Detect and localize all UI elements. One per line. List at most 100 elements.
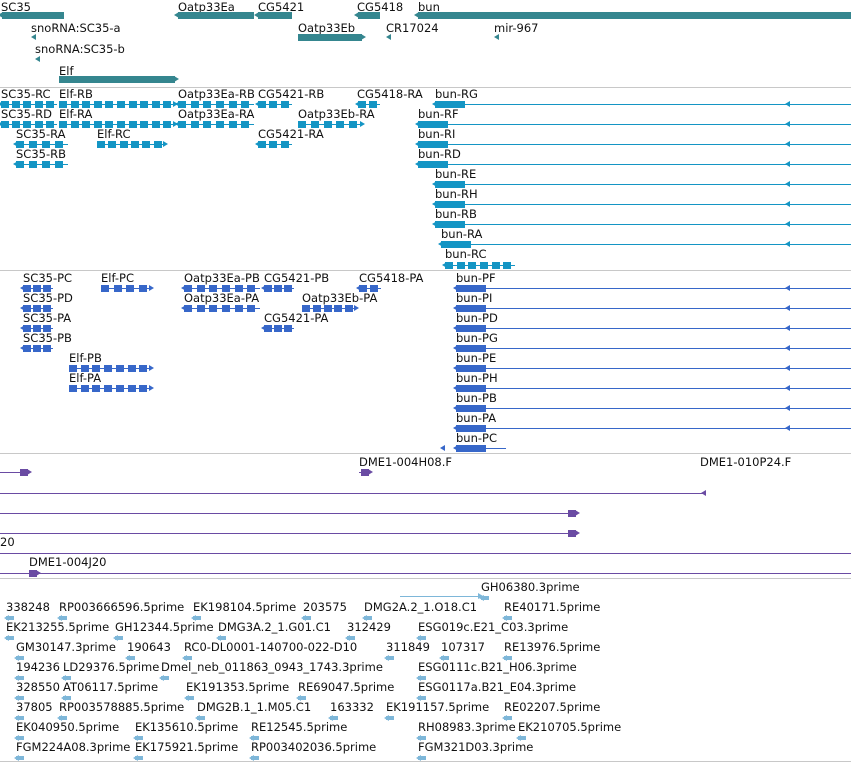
est-label[interactable]: 338248 xyxy=(6,600,50,614)
est-label[interactable]: RP003578885.5prime xyxy=(59,700,185,714)
proteins-label[interactable]: CG5418-PA xyxy=(359,271,424,285)
transcripts-label[interactable]: Oatp33Ea-RB xyxy=(178,87,255,101)
est-feature[interactable] xyxy=(59,716,67,720)
est-label[interactable]: 107317 xyxy=(441,640,485,654)
est-feature[interactable] xyxy=(418,636,426,640)
est-feature[interactable] xyxy=(481,596,489,600)
est-label[interactable]: ESG0117a.B21_E04.3prime xyxy=(418,680,577,694)
est-feature[interactable] xyxy=(504,656,512,660)
est-feature-line[interactable] xyxy=(400,596,480,597)
est-label[interactable]: RE40171.5prime xyxy=(504,600,601,614)
est-feature[interactable] xyxy=(418,736,426,740)
est-label[interactable]: RP003402036.5prime xyxy=(251,740,377,754)
est-feature[interactable] xyxy=(330,716,338,720)
proteins-label[interactable]: Oatp33Eb-PA xyxy=(302,291,378,305)
feature-bar[interactable] xyxy=(298,34,362,41)
proteins-label[interactable]: SC35-PB xyxy=(23,331,72,345)
genes-label[interactable]: CR17024 xyxy=(386,21,439,35)
est-label[interactable]: AT06117.5prime xyxy=(63,680,159,694)
transcripts-label[interactable]: bun-RA xyxy=(441,227,483,241)
est-feature[interactable] xyxy=(298,696,306,700)
est-feature[interactable] xyxy=(16,756,24,760)
est-feature[interactable] xyxy=(115,636,123,640)
est-label[interactable]: EK040950.5prime xyxy=(16,720,120,734)
proteins-label[interactable]: SC35-PD xyxy=(23,291,73,305)
genes-label[interactable]: CG5418 xyxy=(357,0,404,14)
est-label[interactable]: FGM224A08.3prime xyxy=(16,740,131,754)
est-feature[interactable] xyxy=(441,656,449,660)
est-feature[interactable] xyxy=(6,616,14,620)
proteins-label[interactable]: bun-PB xyxy=(456,391,497,405)
transcripts-label[interactable]: Elf-RB xyxy=(59,87,93,101)
est-feature[interactable] xyxy=(16,736,24,740)
est-label[interactable]: FGM321D03.3prime xyxy=(418,740,534,754)
proteins-label[interactable]: SC35-PA xyxy=(23,311,72,325)
proteins-label[interactable]: Elf-PA xyxy=(69,371,102,385)
est-feature[interactable] xyxy=(6,636,14,640)
est-feature[interactable] xyxy=(418,756,426,760)
est-feature[interactable] xyxy=(63,676,71,680)
est-label[interactable]: ESG019c.E21_C03.3prime xyxy=(418,620,569,634)
est-label[interactable]: RH08983.3prime xyxy=(418,720,516,734)
proteins-label[interactable]: Oatp33Ea-PB xyxy=(184,271,260,285)
est-feature[interactable] xyxy=(135,736,143,740)
transcripts-label[interactable]: bun-RI xyxy=(418,127,456,141)
est-feature[interactable] xyxy=(251,736,259,740)
transcripts-label[interactable]: Oatp33Ea-RA xyxy=(178,107,255,121)
est-label[interactable]: DMG2B.1_1.M05.C1 xyxy=(197,700,312,714)
est-label[interactable]: EK135610.5prime xyxy=(135,720,239,734)
transcripts-label[interactable]: Oatp33Eb-RA xyxy=(298,107,375,121)
est-feature[interactable] xyxy=(127,656,135,660)
transcripts-label[interactable]: Elf-RA xyxy=(59,107,93,121)
transcripts-label[interactable]: bun-RD xyxy=(418,147,461,161)
est-label[interactable]: RE69047.5prime xyxy=(298,680,395,694)
est-feature[interactable] xyxy=(16,696,24,700)
transcripts-label[interactable]: SC35-RB xyxy=(16,147,66,161)
est-label[interactable]: 190643 xyxy=(127,640,171,654)
est-label[interactable]: EK198104.5prime xyxy=(193,600,297,614)
est-label[interactable]: GM30147.3prime xyxy=(16,640,116,654)
est-feature[interactable] xyxy=(193,616,201,620)
est-label[interactable]: RC0-DL0001-140700-022-D10 xyxy=(184,640,358,654)
est-feature[interactable] xyxy=(504,616,512,620)
proteins-label[interactable]: bun-PH xyxy=(456,371,498,385)
est-feature[interactable] xyxy=(197,716,205,720)
est-feature[interactable] xyxy=(59,616,67,620)
proteins-label[interactable]: Elf-PC xyxy=(101,271,134,285)
transcripts-label[interactable]: CG5418-RA xyxy=(357,87,423,101)
proteins-label[interactable]: bun-PE xyxy=(456,351,497,365)
genes-label[interactable]: bun xyxy=(418,0,440,14)
est-label[interactable]: DMG2A.2_1.O18.C1 xyxy=(364,600,478,614)
proteins-label[interactable]: bun-PG xyxy=(456,331,498,345)
est-label[interactable]: 312429 xyxy=(347,620,391,634)
est-label[interactable]: 328550 xyxy=(16,680,60,694)
transcripts-label[interactable]: bun-RB xyxy=(435,207,477,221)
clones-label[interactable]: 20 xyxy=(0,535,15,549)
est-label[interactable]: Dmel_neb_011863_0943_1743.3prime xyxy=(161,660,383,674)
est-label[interactable]: GH06380.3prime xyxy=(481,580,580,594)
est-label[interactable]: EK213255.5prime xyxy=(6,620,110,634)
proteins-label[interactable]: bun-PF xyxy=(456,271,496,285)
est-label[interactable]: ESG0111c.B21_H06.3prime xyxy=(418,660,577,674)
est-label[interactable]: EK191157.5prime xyxy=(386,700,490,714)
est-feature[interactable] xyxy=(518,736,526,740)
transcripts-label[interactable]: bun-RG xyxy=(435,87,478,101)
genes-label[interactable]: snoRNA:SC35-a xyxy=(31,21,121,35)
est-feature[interactable] xyxy=(386,716,394,720)
est-label[interactable]: LD29376.5prime xyxy=(63,660,160,674)
est-label[interactable]: RE12545.5prime xyxy=(251,720,348,734)
proteins-label[interactable]: SC35-PC xyxy=(23,271,73,285)
est-label[interactable]: 194236 xyxy=(16,660,60,674)
transcripts-label[interactable]: SC35-RD xyxy=(1,107,52,121)
proteins-label[interactable]: Elf-PB xyxy=(69,351,102,365)
est-label[interactable]: DMG3A.2_1.G01.C1 xyxy=(218,620,331,634)
est-label[interactable]: EK191353.5prime xyxy=(186,680,290,694)
feature-bar[interactable] xyxy=(178,12,254,19)
transcripts-label[interactable]: SC35-RA xyxy=(16,127,66,141)
feature-bar[interactable] xyxy=(258,12,292,19)
est-feature[interactable] xyxy=(135,756,143,760)
transcripts-label[interactable]: CG5421-RA xyxy=(258,127,324,141)
proteins-label[interactable]: bun-PD xyxy=(456,311,498,325)
est-feature[interactable] xyxy=(184,656,192,660)
transcripts-label[interactable]: bun-RH xyxy=(435,187,478,201)
